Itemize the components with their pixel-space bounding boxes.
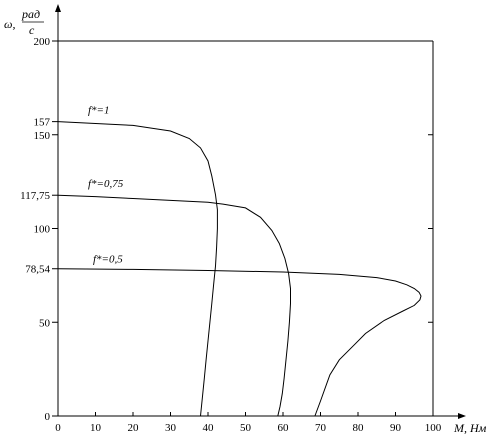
curves [57,121,422,417]
x-tick-label: 40 [203,422,215,434]
y-tick-label: 157 [34,117,51,129]
y-tick-label: 0 [45,411,51,423]
y-tick-label: 78,54 [25,264,50,276]
x-axis-arrow [458,413,466,419]
y-axis-label-numerator: рад [21,7,40,21]
x-ticks: 0 10 20 30 40 50 60 70 80 90 100 [55,412,442,434]
x-tick-label: 0 [55,422,61,434]
x-tick-label: 90 [390,422,402,434]
series-line [57,121,218,417]
y-tick-label: 150 [34,130,51,142]
x-tick-label: 10 [90,422,102,434]
axes [55,4,466,419]
x-axis-label: М, Нм [453,421,487,435]
y-tick-label: 200 [34,36,51,48]
y-axis-label: ω, рад с [4,7,44,37]
series-labels: f*=1 f*=0,75 f*=0,5 [88,105,124,266]
y-tick-label: 50 [39,317,51,329]
series-label: f*=1 [88,105,109,117]
series-label: f*=0,5 [93,254,123,266]
y-tick-label: 100 [34,224,51,236]
series-line [57,194,291,417]
y-axis-label-denominator: с [29,23,35,37]
y-axis-arrow [55,4,61,12]
y-axis-label-prefix: ω, [4,17,15,31]
y-tick-label: 117,75 [20,190,50,202]
x-tick-label: 30 [165,422,177,434]
x-tick-label: 60 [278,422,290,434]
x-tick-label: 70 [315,422,327,434]
x-tick-label: 80 [353,422,365,434]
series-label: f*=0,75 [88,178,124,190]
x-tick-label: 20 [128,422,140,434]
y-ticks-right [428,134,433,417]
series-line [57,268,422,417]
x-tick-label: 100 [425,422,442,434]
x-tick-label: 50 [240,422,252,434]
